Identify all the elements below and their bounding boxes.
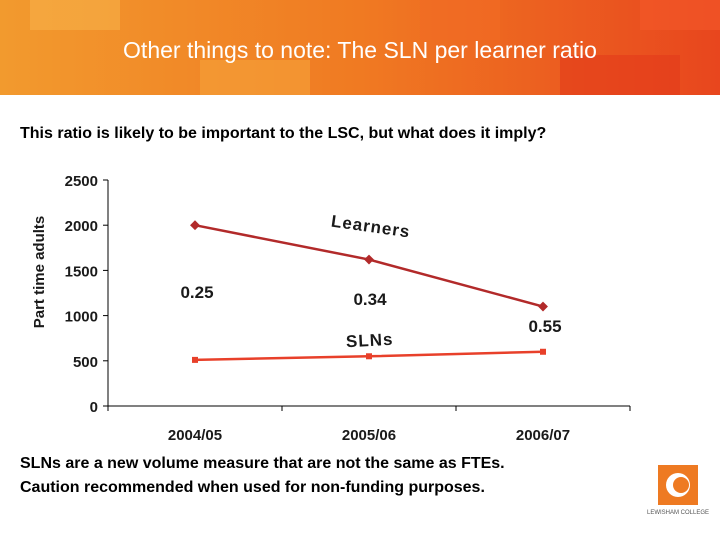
series-label: SLNs xyxy=(346,330,394,351)
ratio-annotation: 0.34 xyxy=(353,290,387,309)
point-marker xyxy=(190,220,200,231)
ratio-annotation: 0.25 xyxy=(180,283,213,302)
slide-title: Other things to note: The SLN per learne… xyxy=(123,37,597,63)
y-tick-label: 2000 xyxy=(65,218,98,235)
subtitle: This ratio is likely to be important to … xyxy=(20,125,546,142)
y-tick-label: 1500 xyxy=(65,263,98,280)
point-marker xyxy=(364,254,374,265)
y-tick-label: 2500 xyxy=(65,173,98,190)
ratio-annotation: 0.55 xyxy=(528,317,561,336)
footer-line: SLNs are a new volume measure that are n… xyxy=(20,455,505,472)
x-tick-label: 2006/07 xyxy=(516,427,570,444)
y-tick-label: 500 xyxy=(73,354,98,371)
series-label: Learners xyxy=(330,212,412,242)
point-marker xyxy=(192,356,198,363)
footer-line: Caution recommended when used for non-fu… xyxy=(20,479,485,496)
x-tick-label: 2005/06 xyxy=(342,427,396,444)
point-marker xyxy=(540,348,546,355)
y-tick-label: 1000 xyxy=(65,309,98,326)
header-band xyxy=(0,0,720,95)
x-tick-label: 2004/05 xyxy=(168,427,222,444)
y-axis-label: Part time adults xyxy=(31,216,48,329)
chart: 0 500 1000 1500 2000 2500 2004/05 2005/06 2006/0… xyxy=(65,173,631,444)
y-tick-label: 0 xyxy=(90,399,98,416)
logo: LEWISHAM COLLEGE xyxy=(647,465,709,516)
logo-text: LEWISHAM COLLEGE xyxy=(647,510,709,516)
point-marker xyxy=(538,301,548,312)
point-marker xyxy=(366,353,372,360)
